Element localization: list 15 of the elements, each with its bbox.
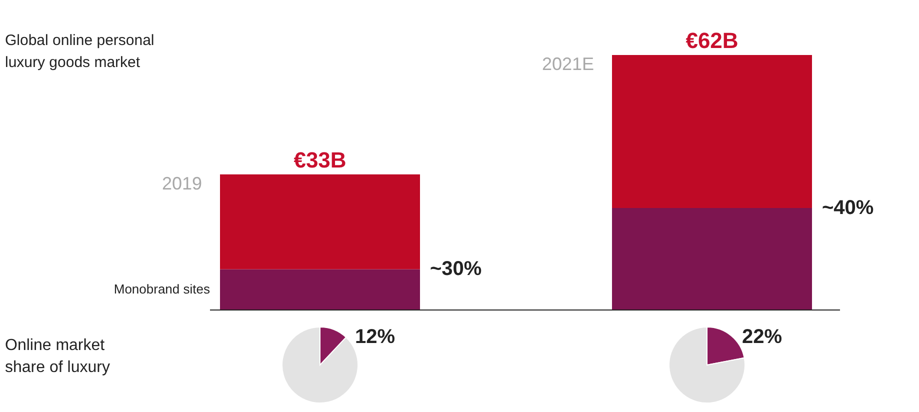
text: Global online personal luxury goods market [5,32,154,71]
data-label: 22% [742,326,782,348]
text: Online market share of luxury [5,337,110,376]
annotation: €62B [686,28,738,53]
annotation: ~40% [822,197,874,219]
bar [220,174,420,270]
x-tick-label: 2021E [542,54,594,74]
x-tick-label: 2019 [162,173,202,194]
bar [612,55,812,208]
bar [612,208,812,310]
bar [220,269,420,310]
data-label: 12% [355,326,396,348]
annotation: ~30% [430,258,482,280]
annotation: €33B [294,147,346,172]
series-label: Monobrand sites [114,282,210,297]
